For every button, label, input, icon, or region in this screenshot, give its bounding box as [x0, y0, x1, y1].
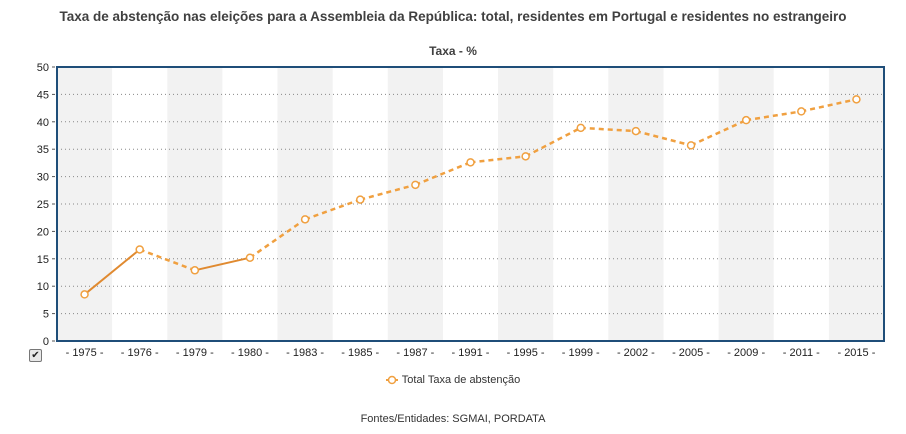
data-point[interactable] — [741, 115, 751, 125]
series-line-segment — [249, 218, 306, 259]
series-line-segment — [635, 129, 692, 147]
series-line-segment — [414, 161, 471, 186]
data-point[interactable] — [80, 290, 89, 299]
data-point[interactable] — [852, 95, 861, 104]
data-point[interactable] — [686, 141, 696, 150]
y-tick-label: 10 — [37, 281, 49, 293]
y-tick-label: 30 — [37, 172, 49, 184]
x-tick-label: - 1980 - — [231, 347, 269, 359]
x-tick-label: - 1995 - — [507, 347, 545, 359]
y-tick-label: 20 — [37, 226, 49, 238]
x-tick-label: - 1985 - — [341, 347, 379, 359]
data-point[interactable] — [466, 158, 475, 167]
series-line-segment — [580, 126, 636, 133]
data-point[interactable] — [135, 245, 144, 254]
x-tick-label: - 1976 - — [121, 347, 159, 359]
legend-marker-icon — [385, 375, 398, 385]
x-tick-label: - 2009 - — [727, 347, 765, 359]
data-point[interactable] — [576, 123, 586, 133]
series-line-segment — [470, 155, 526, 164]
x-tick-label: - 1991 - — [452, 347, 490, 359]
x-tick-label: - 1979 - — [176, 347, 214, 359]
x-tick-label: - 2002 - — [617, 347, 655, 359]
y-tick-label: 45 — [37, 89, 49, 101]
y-tick-label: 35 — [37, 144, 49, 156]
x-tick-label: - 1983 - — [286, 347, 324, 359]
y-tick-label: 5 — [43, 309, 49, 321]
x-tick-label: - 1987 - — [396, 347, 434, 359]
category-band — [167, 67, 223, 341]
legend[interactable]: Total Taxa de abstenção — [0, 374, 906, 386]
data-point[interactable] — [797, 107, 806, 116]
x-tick-label: - 2015 - — [837, 347, 875, 359]
series-line-segment — [194, 256, 251, 272]
plot-frame — [56, 66, 885, 342]
data-point[interactable] — [300, 215, 310, 224]
series-line-segment — [139, 248, 196, 272]
y-tick-label: 40 — [37, 117, 49, 129]
x-tick-label: - 1999 - — [562, 347, 600, 359]
source-text: Fontes/Entidades: SGMAI, PORDATA — [360, 413, 546, 425]
x-tick-label: - 1975 - — [66, 347, 104, 359]
legend-label: Total Taxa de abstenção — [401, 374, 521, 386]
series-line-segment — [525, 126, 582, 158]
y-tick-label: 50 — [37, 62, 49, 74]
y-tick-label: 25 — [37, 199, 49, 211]
data-point[interactable] — [631, 126, 641, 136]
category-band — [828, 67, 884, 341]
category-band — [387, 67, 443, 341]
data-point[interactable] — [245, 253, 255, 262]
category-band — [608, 67, 664, 341]
data-point[interactable] — [190, 266, 200, 275]
series-line-segment — [801, 98, 857, 113]
series-line-segment — [690, 119, 747, 147]
data-point[interactable] — [411, 180, 420, 190]
data-point[interactable] — [521, 152, 530, 161]
chart-subtitle: Taxa - % — [429, 44, 477, 58]
series-line-segment — [359, 183, 416, 201]
series-line-segment — [745, 110, 802, 122]
chart-title: Taxa de abstenção nas eleições para a As… — [59, 9, 847, 24]
x-tick-label: - 2005 - — [672, 347, 710, 359]
series-line-segment — [83, 248, 141, 296]
y-tick-label: 15 — [37, 254, 49, 266]
data-point[interactable] — [355, 195, 365, 204]
series-toggle-checkbox[interactable]: ✔ — [29, 349, 42, 362]
x-tick-label: - 2011 - — [783, 347, 820, 359]
category-band — [718, 67, 774, 341]
y-tick-label: 0 — [43, 336, 49, 348]
series-line-segment — [304, 198, 361, 221]
